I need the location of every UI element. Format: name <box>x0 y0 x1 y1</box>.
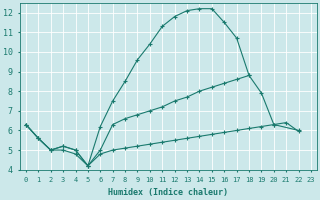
X-axis label: Humidex (Indice chaleur): Humidex (Indice chaleur) <box>108 188 228 197</box>
